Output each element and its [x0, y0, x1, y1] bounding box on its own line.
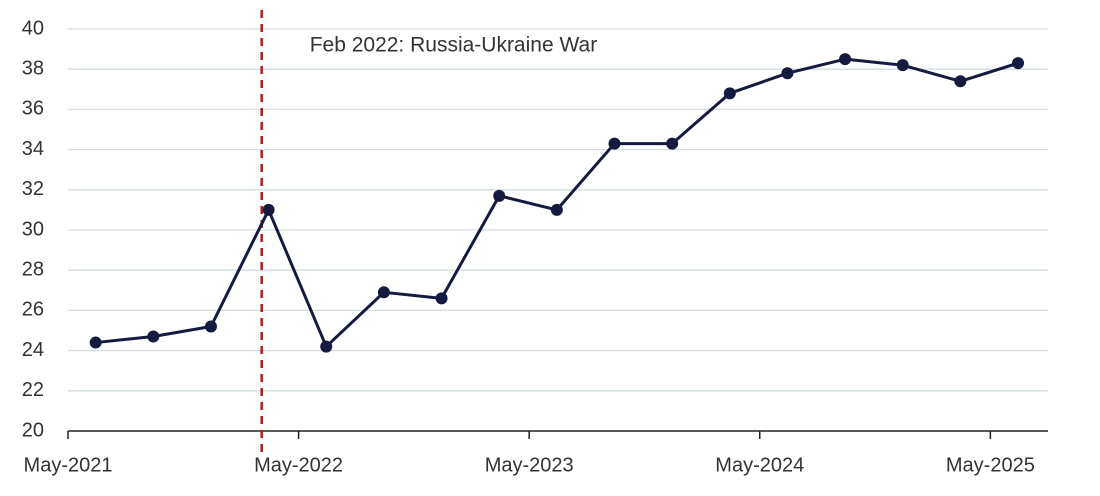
- y-tick-label: 40: [22, 17, 44, 39]
- point: [1012, 57, 1025, 70]
- series-line: [95, 57, 1019, 349]
- point: [896, 59, 909, 72]
- y-tick-label: 32: [22, 178, 44, 200]
- point: [435, 292, 448, 305]
- x-tick-label: May-2024: [715, 454, 804, 476]
- x-tick-label: May-2022: [254, 454, 343, 476]
- x-tick-label: May-2021: [24, 454, 113, 476]
- y-tick-label: 20: [22, 419, 44, 441]
- y-tick-label: 38: [22, 57, 44, 79]
- point: [550, 203, 563, 216]
- point: [262, 203, 275, 216]
- point: [781, 67, 794, 80]
- point: [723, 87, 736, 100]
- x-tick-label: May-2023: [485, 454, 574, 476]
- point: [320, 340, 333, 353]
- y-tick-label: 28: [22, 258, 44, 280]
- y-tick-label: 30: [22, 218, 44, 240]
- point: [666, 137, 679, 150]
- y-tick-label: 24: [22, 339, 44, 361]
- point: [608, 137, 621, 150]
- y-tick-label: 36: [22, 98, 44, 120]
- point: [954, 75, 967, 88]
- point: [839, 53, 852, 66]
- point: [204, 320, 217, 333]
- y-tick-label: 34: [22, 138, 44, 160]
- point: [493, 189, 506, 202]
- y-tick-label: 26: [22, 299, 44, 321]
- point: [377, 286, 390, 299]
- point: [89, 336, 102, 349]
- x-tick-label: May-2025: [946, 454, 1035, 476]
- y-tick-label: 22: [22, 379, 44, 401]
- point: [147, 330, 160, 343]
- event-label: Feb 2022: Russia-Ukraine War: [310, 34, 598, 57]
